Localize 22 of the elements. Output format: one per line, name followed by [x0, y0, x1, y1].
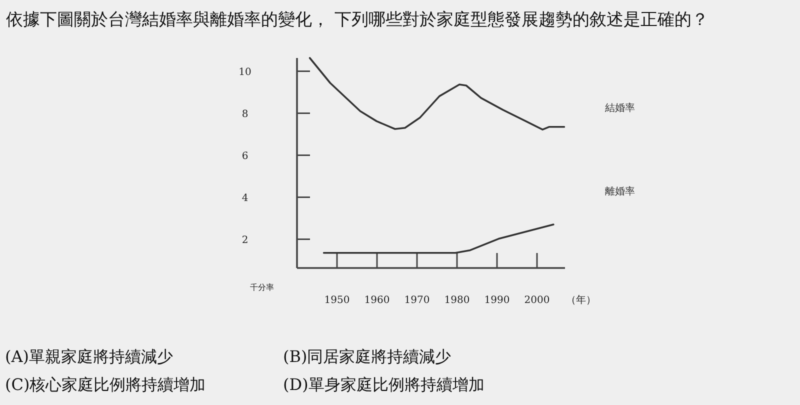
text: (D)單身家庭比例將持續增加: [283, 375, 484, 394]
text: 離婚率: [605, 186, 635, 198]
x-tick-label: 2000: [524, 295, 550, 306]
x-tick-label: 1980: [444, 295, 470, 306]
x-axis-title: （年）: [566, 294, 596, 306]
line-series: [322, 224, 554, 254]
text: (A)單親家庭將持續減少: [5, 347, 174, 366]
x-tick-label: 1950: [324, 295, 350, 306]
text: 結婚率: [604, 102, 635, 114]
text: (B)同居家庭將持續減少: [283, 347, 452, 366]
x-tick-label: 1960: [364, 295, 390, 306]
y-tick-label: 6: [242, 151, 248, 162]
text: (C)核心家庭比例將持續增加: [5, 375, 206, 394]
line-series: [308, 57, 566, 130]
y-tick-label: 8: [242, 109, 248, 120]
y-axis-title: 千分率: [250, 283, 274, 292]
y-tick-label: 2: [242, 235, 248, 246]
y-tick-label: 4: [242, 193, 248, 204]
y-tick-label: 10: [238, 67, 252, 78]
chart-title: 依據下圖關於台灣結婚率與離婚率的變化， 下列哪些對於家庭型態發展趨勢的敘述是正確的？: [6, 10, 708, 30]
x-tick-label: 1990: [484, 295, 510, 306]
x-tick-label: 1970: [404, 295, 430, 306]
